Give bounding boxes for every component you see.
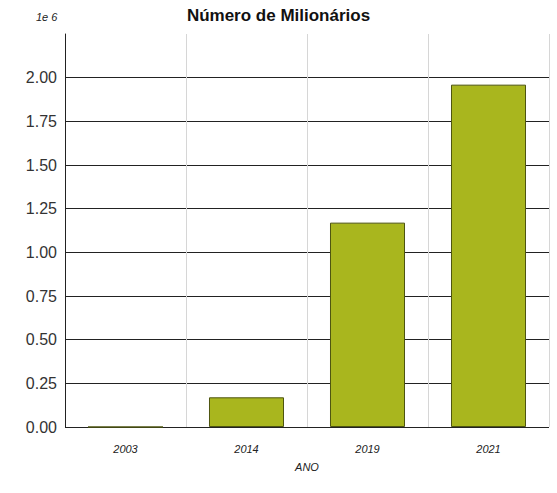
svg-text:Número de Milionários: Número de Milionários <box>187 6 370 25</box>
svg-text:2.00: 2.00 <box>26 69 57 86</box>
svg-text:1.50: 1.50 <box>26 157 57 174</box>
svg-text:ANO: ANO <box>294 461 319 473</box>
svg-text:1.25: 1.25 <box>26 200 57 217</box>
svg-text:0.00: 0.00 <box>26 419 57 436</box>
svg-text:0.75: 0.75 <box>26 288 57 305</box>
svg-text:2019: 2019 <box>354 443 379 455</box>
svg-text:2003: 2003 <box>112 443 138 455</box>
svg-text:0.50: 0.50 <box>26 331 57 348</box>
svg-text:2014: 2014 <box>233 443 258 455</box>
svg-text:2021: 2021 <box>475 443 500 455</box>
svg-text:1e 6: 1e 6 <box>36 11 58 23</box>
svg-text:1.00: 1.00 <box>26 244 57 261</box>
svg-text:1.75: 1.75 <box>26 113 57 130</box>
svg-text:0.25: 0.25 <box>26 375 57 392</box>
